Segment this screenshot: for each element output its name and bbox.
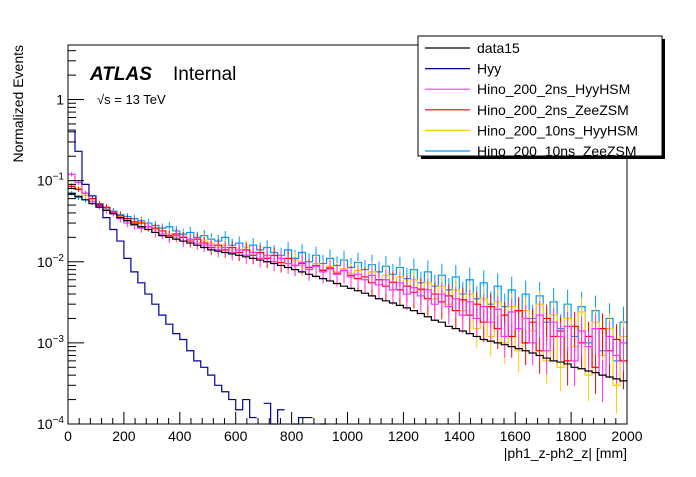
y-tick-label: 1 — [56, 92, 64, 108]
y-tick-label: 10−4 — [37, 415, 64, 432]
y-axis-label: Normalized Events — [10, 45, 26, 163]
legend-entry: Hino_200_10ns_HyyHSM — [425, 122, 638, 138]
y-tick-base: 10 — [37, 173, 53, 189]
sqrt-s: √s — [97, 92, 111, 107]
legend-entry: Hino_200_2ns_HyyHSM — [425, 81, 630, 97]
axes: 0 200 400 600 800 1000 1200 1400 1600 1800 2000 1 10… — [37, 50, 643, 444]
legend-entry: Hino_200_2ns_ZeeZSM — [425, 102, 629, 118]
y-tick-label: 10−1 — [37, 172, 64, 189]
legend-label: data15 — [477, 40, 520, 56]
x-tick-label: 800 — [280, 428, 304, 444]
legend-label: Hino_200_2ns_HyyHSM — [477, 81, 630, 97]
x-tick-label: 2000 — [611, 428, 642, 444]
y-tick-base: 1 — [56, 92, 64, 108]
x-tick-label: 1200 — [388, 428, 419, 444]
y-tick-base: 10 — [37, 335, 53, 351]
legend-label: Hino_200_10ns_ZeeZSM — [477, 143, 637, 159]
y-tick-base: 10 — [37, 416, 53, 432]
y-tick-exponent: −1 — [53, 172, 65, 183]
y-tick-label: 10−3 — [37, 334, 64, 351]
legend-entry: data15 — [425, 40, 520, 56]
legend-box — [417, 35, 663, 157]
y-tick-exponent: −3 — [53, 334, 65, 345]
energy-label: √s = 13 TeV — [97, 92, 166, 107]
atlas-label: ATLAS — [89, 64, 152, 85]
series-hino-200-2ns-hyyhsm — [68, 173, 627, 376]
y-tick-label: 10−2 — [37, 253, 64, 270]
x-tick-label: 0 — [64, 428, 72, 444]
x-tick-label: 600 — [224, 428, 248, 444]
series-hyy — [68, 129, 327, 425]
legend-entry: Hyy — [425, 61, 501, 77]
series-layer — [68, 129, 627, 425]
x-tick-label: 1800 — [556, 428, 587, 444]
legend-entry: Hino_200_10ns_ZeeZSM — [425, 143, 637, 159]
energy-value: = 13 TeV — [111, 92, 166, 107]
y-tick-exponent: −2 — [53, 253, 65, 264]
legend-label: Hyy — [477, 61, 501, 77]
legend: data15 Hyy Hino_200_2ns_HyyHSM Hino_200_2ns… — [417, 35, 665, 159]
y-tick-exponent: −4 — [53, 415, 65, 426]
status-label: Internal — [173, 64, 236, 85]
x-tick-label: 400 — [168, 428, 192, 444]
series-data15 — [68, 193, 627, 382]
x-axis-label: |ph1_z-ph2_z| [mm] — [504, 445, 627, 461]
legend-label: Hino_200_2ns_ZeeZSM — [477, 102, 629, 118]
x-tick-label: 1000 — [332, 428, 363, 444]
x-tick-label: 200 — [112, 428, 136, 444]
legend-label: Hino_200_10ns_HyyHSM — [477, 122, 638, 138]
x-tick-label: 1400 — [444, 428, 475, 444]
x-tick-label: 1600 — [500, 428, 531, 444]
y-tick-base: 10 — [37, 254, 53, 270]
